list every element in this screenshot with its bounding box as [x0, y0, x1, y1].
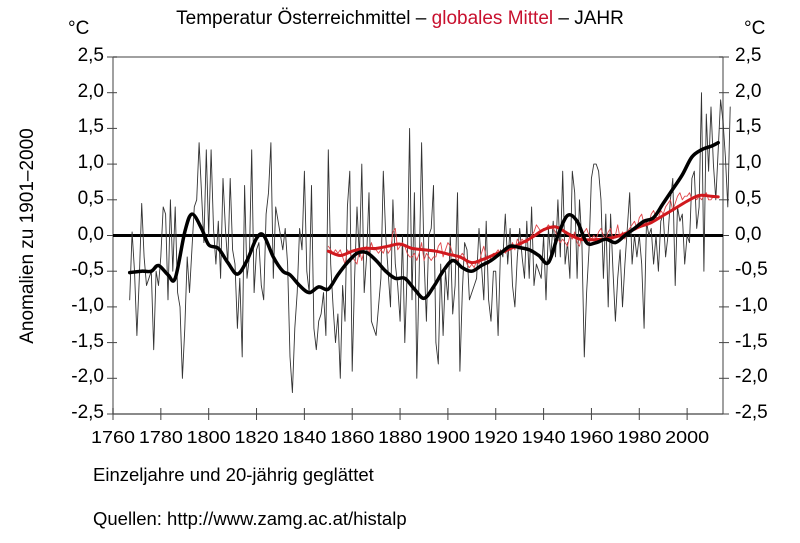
x-tick-label: 1840 [282, 427, 326, 447]
austria-annual-line [129, 92, 731, 394]
y-tick-label-right: -2,5 [735, 402, 768, 423]
x-tick-label: 2000 [665, 427, 709, 447]
y-tick-label-left: 0,0 [77, 223, 104, 245]
x-tick-label: 1960 [569, 427, 613, 447]
y-tick-label-right: -1,5 [735, 330, 768, 352]
x-tick-label: 1820 [235, 427, 279, 447]
x-tick-label: 1860 [330, 427, 374, 447]
y-tick-label-right: 1,0 [735, 152, 762, 174]
y-tick-label-right: -0,5 [735, 259, 768, 281]
x-tick-label: 1940 [522, 427, 566, 447]
x-tick-label: 1900 [426, 427, 470, 447]
x-tick-label: 1780 [139, 427, 183, 447]
y-tick-label-left: 2,5 [77, 45, 104, 66]
title-part-global: globales Mittel [431, 8, 554, 29]
global-smoothed-line [326, 193, 720, 265]
unit-left: °C [68, 18, 90, 39]
y-tick-label-left: -1,0 [71, 294, 104, 316]
y-tick-label-left: 2,0 [77, 80, 104, 102]
chart-title: Temperatur Österreichmittel – globales M… [0, 8, 800, 30]
y-tick-label-left: 1,5 [77, 116, 104, 138]
unit-right: °C [744, 18, 766, 39]
y-tick-label-left: 0,5 [77, 187, 104, 209]
x-tick-label: 1760 [91, 427, 135, 447]
y-tick-label-left: -2,0 [71, 366, 104, 388]
y-tick-label-left: -2,5 [71, 402, 104, 423]
source-note: Quellen: http://www.zamg.ac.at/histalp [93, 508, 407, 529]
y-tick-label-right: 0,5 [735, 187, 762, 209]
x-tick-label: 1920 [474, 427, 518, 447]
y-tick-label-right: 0,0 [735, 223, 762, 245]
austria-smoothed-line [127, 140, 720, 301]
y-tick-label-left: -1,5 [71, 330, 104, 352]
y-tick-label-right: 1,5 [735, 116, 762, 138]
x-tick-label: 1800 [187, 427, 231, 447]
title-part-jahr: – JAHR [553, 8, 624, 29]
global-annual-line [327, 192, 714, 269]
y-tick-label-right: 2,0 [735, 80, 762, 102]
y-tick-label-right: -1,0 [735, 294, 768, 316]
x-tick-label: 1880 [378, 427, 422, 447]
y-tick-label-left: -0,5 [71, 259, 104, 281]
x-axis-label: Einzeljahre und 20-jährig geglättet [93, 464, 374, 485]
title-part-austria: Temperatur Österreichmittel – [176, 8, 432, 29]
y-tick-label-left: 1,0 [77, 152, 104, 174]
y-tick-label-right: 2,5 [735, 45, 762, 66]
y-tick-label-right: -2,0 [735, 366, 768, 388]
x-tick-label: 1980 [617, 427, 661, 447]
